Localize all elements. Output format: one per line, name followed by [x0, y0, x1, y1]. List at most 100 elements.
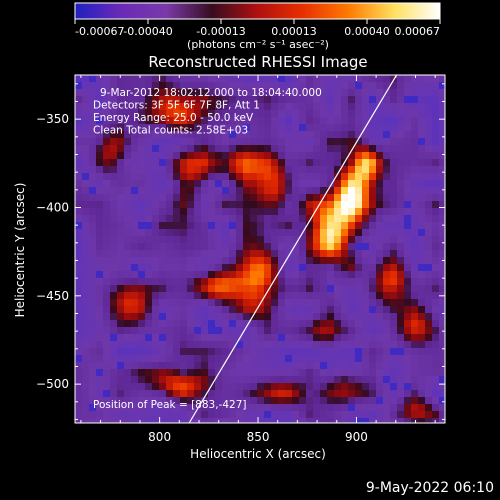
- heatmap-pixel: [327, 208, 335, 216]
- heatmap-pixel: [180, 341, 188, 349]
- heatmap-pixel: [362, 376, 370, 384]
- heatmap-pixel: [201, 250, 209, 258]
- heatmap-pixel: [187, 89, 195, 97]
- heatmap-pixel: [271, 341, 279, 349]
- heatmap-pixel: [180, 145, 188, 153]
- heatmap-pixel: [180, 355, 188, 363]
- heatmap-pixel: [355, 411, 363, 419]
- heatmap-pixel: [271, 152, 279, 160]
- heatmap-pixel: [201, 264, 209, 272]
- heatmap-pixel: [362, 75, 370, 83]
- heatmap-pixel: [103, 215, 111, 223]
- heatmap-pixel: [404, 166, 412, 174]
- heatmap-pixel: [96, 306, 104, 314]
- heatmap-pixel: [383, 348, 391, 356]
- heatmap-pixel: [411, 117, 419, 125]
- heatmap-pixel: [411, 306, 419, 314]
- heatmap-pixel: [152, 250, 160, 258]
- heatmap-pixel: [117, 117, 125, 125]
- heatmap-pixel: [222, 236, 230, 244]
- heatmap-pixel: [257, 257, 265, 265]
- heatmap-pixel: [348, 75, 356, 83]
- heatmap-pixel: [376, 348, 384, 356]
- heatmap-pixel: [439, 299, 445, 307]
- heatmap-pixel: [187, 264, 195, 272]
- heatmap-pixel: [152, 138, 160, 146]
- heatmap-pixel: [152, 348, 160, 356]
- heatmap-pixel: [313, 89, 321, 97]
- heatmap-pixel: [425, 313, 433, 321]
- heatmap-pixel: [257, 138, 265, 146]
- heatmap-pixel: [376, 124, 384, 132]
- heatmap-pixel: [334, 243, 342, 251]
- heatmap-pixel: [355, 397, 363, 405]
- heatmap-pixel: [236, 397, 244, 405]
- heatmap-pixel: [243, 285, 251, 293]
- heatmap-pixel: [187, 334, 195, 342]
- heatmap-pixel: [173, 390, 181, 398]
- heatmap-pixel: [334, 201, 342, 209]
- heatmap-pixel: [411, 145, 419, 153]
- heatmap-pixel: [201, 292, 209, 300]
- heatmap-pixel: [292, 306, 300, 314]
- heatmap-pixel: [271, 229, 279, 237]
- heatmap-pixel: [180, 201, 188, 209]
- heatmap-pixel: [82, 334, 90, 342]
- colorbar-unit-label: (photons cm⁻² s⁻¹ asec⁻²): [187, 38, 329, 51]
- heatmap-pixel: [299, 369, 307, 377]
- y-tick-label: −450: [36, 289, 69, 303]
- heatmap-pixel: [138, 285, 146, 293]
- heatmap-pixel: [411, 285, 419, 293]
- heatmap-pixel: [110, 299, 118, 307]
- heatmap-pixel: [187, 355, 195, 363]
- heatmap-pixel: [173, 82, 181, 90]
- heatmap-pixel: [348, 243, 356, 251]
- heatmap-pixel: [411, 390, 419, 398]
- heatmap-pixel: [355, 124, 363, 132]
- heatmap-pixel: [75, 131, 83, 139]
- heatmap-pixel: [138, 173, 146, 181]
- heatmap-pixel: [271, 306, 279, 314]
- heatmap-pixel: [75, 75, 83, 83]
- heatmap-pixel: [180, 411, 188, 419]
- heatmap-pixel: [82, 152, 90, 160]
- heatmap-pixel: [425, 194, 433, 202]
- heatmap-pixel: [194, 180, 202, 188]
- heatmap-pixel: [285, 145, 293, 153]
- heatmap-pixel: [306, 222, 314, 230]
- heatmap-pixel: [180, 369, 188, 377]
- heatmap-pixel: [236, 187, 244, 195]
- heatmap-pixel: [243, 166, 251, 174]
- heatmap-pixel: [117, 166, 125, 174]
- heatmap-pixel: [369, 404, 377, 412]
- heatmap-pixel: [96, 194, 104, 202]
- heatmap-pixel: [257, 411, 265, 419]
- heatmap-pixel: [313, 257, 321, 265]
- heatmap-pixel: [159, 229, 167, 237]
- heatmap-pixel: [138, 131, 146, 139]
- heatmap-pixel: [327, 376, 335, 384]
- heatmap-pixel: [159, 124, 167, 132]
- heatmap-pixel: [313, 166, 321, 174]
- heatmap-pixel: [103, 180, 111, 188]
- heatmap-pixel: [320, 313, 328, 321]
- heatmap-pixel: [173, 292, 181, 300]
- heatmap-pixel: [425, 390, 433, 398]
- heatmap-pixel: [187, 75, 195, 83]
- heatmap-pixel: [194, 124, 202, 132]
- heatmap-pixel: [159, 411, 167, 419]
- heatmap-pixel: [278, 131, 286, 139]
- heatmap-pixel: [250, 173, 258, 181]
- heatmap-pixel: [75, 159, 83, 167]
- heatmap-pixel: [215, 306, 223, 314]
- heatmap-pixel: [138, 404, 146, 412]
- heatmap-pixel: [208, 152, 216, 160]
- heatmap-pixel: [222, 348, 230, 356]
- heatmap-pixel: [159, 383, 167, 391]
- heatmap-pixel: [222, 250, 230, 258]
- heatmap-pixel: [194, 159, 202, 167]
- x-axis-label: Heliocentric X (arcsec): [190, 447, 326, 461]
- heatmap-pixel: [292, 208, 300, 216]
- heatmap-pixel: [299, 355, 307, 363]
- heatmap-pixel: [75, 117, 83, 125]
